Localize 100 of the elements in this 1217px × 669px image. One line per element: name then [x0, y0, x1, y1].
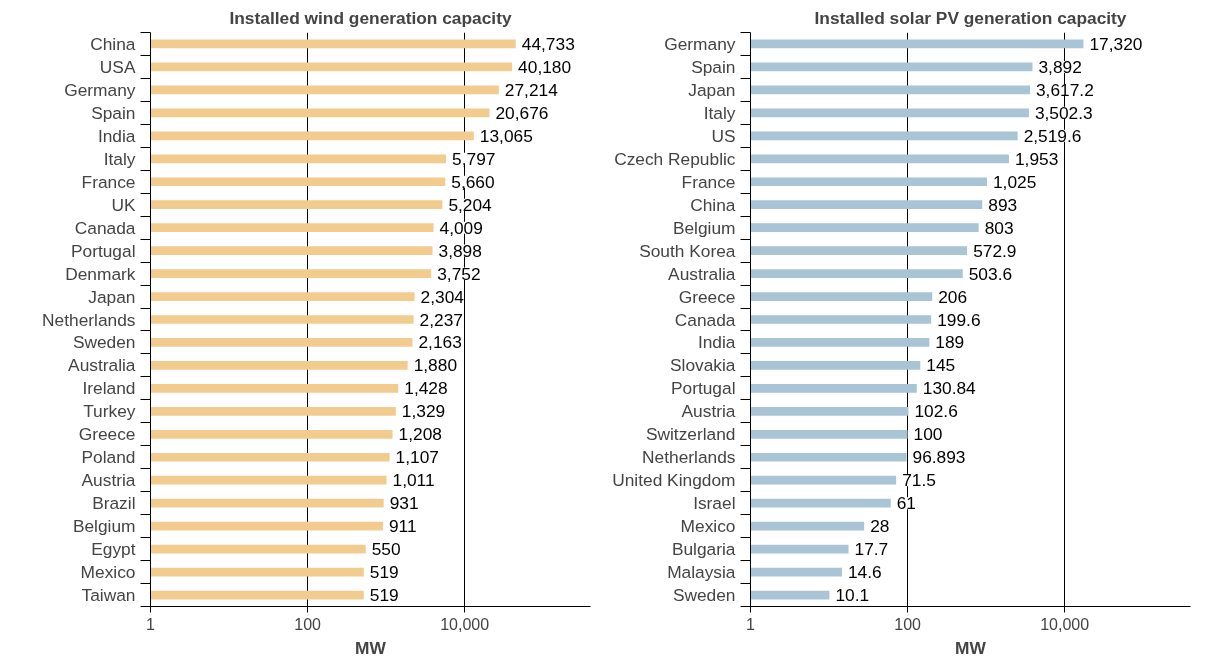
x-tick-label: 100 [894, 615, 922, 633]
data-label: 102.6 [914, 401, 958, 422]
data-label: 1,880 [413, 355, 458, 376]
data-label: 145 [926, 355, 956, 376]
data-label: 911 [388, 516, 417, 537]
data-label: 3,898 [438, 240, 482, 261]
y-tick-label: Greece [78, 424, 136, 445]
data-label: 5,204 [448, 194, 493, 215]
y-tick-label: India [697, 332, 736, 353]
data-label: 519 [369, 562, 399, 583]
data-label: 130.84 [922, 378, 977, 399]
y-tick-label: Netherlands [642, 447, 736, 468]
data-label: 1,107 [395, 447, 439, 468]
data-label: 1,011 [392, 470, 435, 491]
data-label: 20,676 [495, 102, 549, 123]
x-axis-title: MW [955, 637, 987, 658]
data-label: 1,208 [398, 424, 442, 445]
data-label: 28 [870, 516, 890, 537]
x-tick-label: 100 [294, 615, 322, 633]
data-label: 3,892 [1038, 56, 1082, 77]
y-tick-label: Netherlands [42, 309, 136, 330]
data-label: 1,428 [404, 378, 448, 399]
data-label: 3,752 [437, 263, 481, 284]
data-label: 2,163 [418, 332, 462, 353]
y-tick-label: Austria [81, 470, 136, 491]
y-tick-label: Australia [668, 263, 736, 284]
y-tick-label: Belgium [72, 516, 136, 537]
y-tick-label: United Kingdom [612, 470, 736, 491]
x-tick-label: 10,000 [440, 615, 490, 633]
data-label: 803 [984, 217, 1014, 238]
x-tick-label: 10,000 [1040, 615, 1090, 633]
y-tick-label: Czech Republic [614, 148, 736, 169]
y-tick-label: Ireland [82, 378, 136, 399]
y-tick-label: Turkey [83, 401, 136, 422]
data-label: 14.6 [847, 562, 882, 583]
y-tick-label: Spain [691, 56, 736, 77]
data-label: 44,733 [521, 33, 575, 54]
data-label: 2,304 [420, 286, 465, 307]
data-label: 206 [938, 286, 968, 307]
x-axis-title: MW [355, 637, 387, 658]
y-tick-label: UK [111, 194, 136, 215]
y-tick-label: Taiwan [81, 585, 136, 606]
y-tick-label: Israel [693, 493, 736, 514]
y-tick-label: US [711, 125, 736, 146]
data-label: 2,519.6 [1023, 125, 1082, 146]
y-tick-label: Mexico [80, 562, 136, 583]
y-tick-label: South Korea [639, 240, 736, 261]
y-tick-label: China [690, 194, 736, 215]
y-tick-label: Spain [91, 102, 136, 123]
data-label: 96.893 [912, 447, 966, 468]
y-tick-label: Japan [688, 79, 736, 100]
y-tick-label: India [97, 125, 136, 146]
data-label: 931 [389, 493, 419, 514]
data-label: 4,009 [439, 217, 483, 238]
data-label: 13,065 [479, 125, 533, 146]
y-tick-label: France [81, 171, 136, 192]
x-tick-label: 1 [146, 615, 156, 633]
data-label: 189 [935, 332, 965, 353]
y-tick-label: Switzerland [645, 424, 736, 445]
x-tick-label: 1 [746, 615, 756, 633]
data-label: 3,502.3 [1034, 102, 1093, 123]
y-tick-label: Mexico [680, 516, 736, 537]
y-tick-label: Belgium [672, 217, 736, 238]
y-tick-label: Germany [64, 79, 136, 100]
data-label: 17,320 [1089, 33, 1143, 54]
data-label: 5,797 [452, 148, 496, 169]
y-tick-label: Canada [74, 217, 136, 238]
y-tick-label: Australia [68, 355, 136, 376]
y-tick-label: Denmark [65, 263, 136, 284]
chart-title: Installed solar PV generation capacity [814, 7, 1127, 28]
data-label: 40,180 [518, 56, 572, 77]
data-label: 1,953 [1014, 148, 1059, 169]
y-tick-label: Austria [681, 401, 736, 422]
y-tick-label: Canada [674, 309, 736, 330]
data-label: 1,025 [992, 171, 1037, 192]
y-tick-label: Portugal [670, 378, 736, 399]
data-label: 2,237 [419, 309, 463, 330]
data-label: 1,329 [401, 401, 446, 422]
y-tick-label: Slovakia [670, 355, 736, 376]
data-label: 893 [988, 194, 1018, 215]
y-tick-label: Sweden [72, 332, 136, 353]
data-label: 550 [371, 539, 401, 560]
y-tick-label: Poland [81, 447, 136, 468]
data-label: 100 [913, 424, 943, 445]
y-tick-label: Greece [678, 286, 736, 307]
y-tick-label: Germany [664, 33, 736, 54]
y-tick-label: Sweden [672, 585, 736, 606]
data-label: 199.6 [937, 309, 981, 330]
data-label: 3,617.2 [1035, 79, 1094, 100]
y-tick-label: Japan [88, 286, 136, 307]
data-label: 519 [369, 585, 399, 606]
y-tick-label: Malaysia [667, 562, 736, 583]
data-label: 17.7 [854, 539, 889, 560]
data-label: 503.6 [968, 263, 1013, 284]
y-tick-label: Brazil [92, 493, 136, 514]
chart-title: Installed wind generation capacity [229, 7, 512, 28]
data-label: 71.5 [902, 470, 936, 491]
data-label: 5,660 [451, 171, 495, 192]
y-tick-label: USA [99, 56, 136, 77]
y-tick-label: Bulgaria [671, 539, 736, 560]
